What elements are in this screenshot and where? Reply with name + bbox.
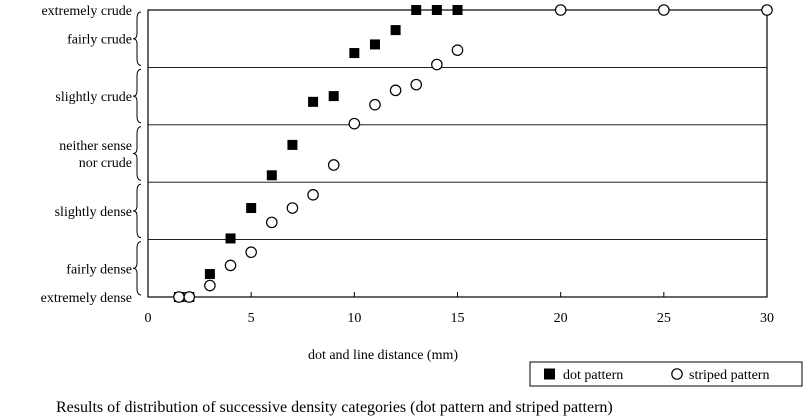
- category-brace-1: [132, 241, 142, 296]
- category-brace-4: [132, 68, 142, 124]
- legend-box: [529, 361, 803, 387]
- dot-point-2: [204, 269, 215, 280]
- category-label-6-line-0: extremely crude: [41, 4, 132, 19]
- category-braces: [132, 11, 142, 296]
- striped-point-1: [183, 291, 196, 303]
- x-axis-ticks: 0 5 10 15 20 25 30: [145, 292, 774, 326]
- category-label-5-line-0: fairly crude: [67, 33, 132, 48]
- category-label-4: slightly crude: [55, 90, 132, 105]
- category-label-3-line-1: nor crude: [79, 156, 132, 171]
- data-points: [173, 4, 773, 303]
- striped-point-5: [265, 216, 278, 229]
- striped-point-6: [286, 202, 299, 214]
- category-label-4-line-0: slightly crude: [55, 90, 132, 105]
- striped-point-17: [761, 4, 773, 16]
- x-tick-label-0: 0: [145, 311, 152, 326]
- striped-point-13: [431, 58, 443, 71]
- striped-point-11: [389, 84, 402, 97]
- striped-point-2: [204, 279, 216, 292]
- x-axis-title: dot and line distance (mm): [308, 348, 458, 363]
- x-tick-label-25: 25: [657, 311, 671, 326]
- striped-point-12: [410, 78, 423, 91]
- dot-point-12: [411, 5, 422, 15]
- dot-point-6: [287, 139, 298, 150]
- category-label-1: fairly dense: [66, 262, 132, 277]
- category-label-2: slightly dense: [55, 205, 132, 220]
- category-brace-2: [132, 183, 142, 239]
- legend-striped-pattern-label: striped pattern: [689, 368, 769, 383]
- category-label-0-line-0: extremely dense: [41, 291, 132, 306]
- category-label-6: extremely crude: [41, 4, 132, 19]
- striped-point-10: [369, 98, 381, 111]
- category-label-5: fairly crude: [67, 33, 132, 48]
- dot-point-9: [349, 48, 360, 59]
- category-label-0: extremely dense: [41, 291, 132, 306]
- category-label-3-line-0: neither sense: [59, 139, 132, 154]
- legend-striped-pattern-marker: [671, 368, 683, 380]
- x-tick-label-5: 5: [248, 311, 255, 326]
- dot-point-4: [246, 203, 257, 214]
- category-label-1-line-0: fairly dense: [66, 262, 132, 277]
- series-dot-pattern: [173, 5, 463, 302]
- dot-point-3: [225, 233, 236, 244]
- legend-dot-pattern-label: dot pattern: [563, 368, 623, 383]
- x-tick-label-30: 30: [760, 311, 774, 326]
- dot-point-13: [431, 5, 442, 15]
- striped-point-0: [173, 291, 185, 303]
- x-tick-label-20: 20: [554, 311, 568, 326]
- striped-point-4: [245, 246, 257, 259]
- dot-point-10: [369, 39, 380, 50]
- x-tick-label-15: 15: [451, 311, 465, 326]
- striped-point-9: [348, 117, 361, 130]
- legend: dot pattern striped pattern: [529, 361, 803, 387]
- category-label-2-line-0: slightly dense: [55, 205, 132, 220]
- dot-point-11: [390, 25, 401, 36]
- x-tick-label-10: 10: [347, 311, 361, 326]
- striped-point-8: [327, 159, 340, 171]
- striped-point-15: [554, 4, 567, 16]
- category-brace-5: [132, 11, 142, 66]
- legend-dot-pattern-marker: [544, 368, 555, 380]
- dot-point-8: [328, 91, 339, 102]
- dot-point-7: [308, 96, 319, 107]
- gridlines: [148, 66, 767, 241]
- category-label-3: neither sense nor crude: [59, 139, 132, 171]
- category-labels: extremely dense fairly dense slightly dens…: [41, 4, 132, 306]
- series-striped-pattern: [173, 4, 773, 303]
- striped-point-14: [451, 44, 464, 56]
- figure-caption: Results of distribution of successive de…: [56, 399, 613, 416]
- dot-point-14: [452, 5, 463, 15]
- striped-point-3: [224, 259, 237, 272]
- dot-point-5: [266, 170, 277, 181]
- striped-point-16: [658, 4, 670, 16]
- category-brace-3: [132, 126, 142, 181]
- striped-point-7: [307, 189, 319, 201]
